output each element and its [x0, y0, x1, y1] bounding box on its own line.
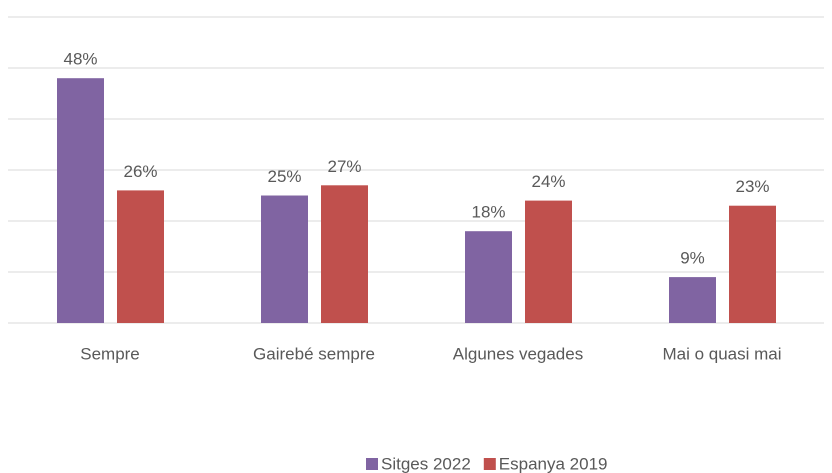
- data-label: 25%: [267, 167, 301, 186]
- data-label: 24%: [531, 172, 565, 191]
- bar: [669, 277, 716, 323]
- bar: [57, 78, 104, 323]
- data-label: 48%: [63, 50, 97, 69]
- legend-label: Sitges 2022: [381, 454, 471, 473]
- data-label: 27%: [327, 157, 361, 176]
- x-tick-label: Sempre: [80, 344, 140, 363]
- legend-swatch: [366, 458, 378, 470]
- bar: [261, 195, 308, 323]
- x-tick-label: Gairebé sempre: [253, 344, 375, 363]
- data-label: 9%: [680, 249, 705, 268]
- bar: [321, 185, 368, 323]
- bar: [465, 231, 512, 323]
- bar: [729, 205, 776, 323]
- data-label: 23%: [735, 177, 769, 196]
- bar: [525, 200, 572, 323]
- x-tick-label: Algunes vegades: [453, 344, 583, 363]
- bar: [117, 190, 164, 323]
- legend-label: Espanya 2019: [499, 454, 608, 473]
- data-label: 18%: [471, 203, 505, 222]
- legend-swatch: [483, 458, 496, 470]
- x-tick-label: Mai o quasi mai: [662, 344, 781, 363]
- data-label: 26%: [123, 162, 157, 181]
